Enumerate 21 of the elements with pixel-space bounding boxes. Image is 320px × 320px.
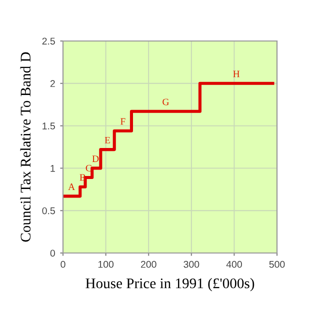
- x-tick-label: 200: [140, 260, 156, 268]
- y-tick-label: 1.5: [42, 122, 55, 130]
- x-tick-label: 100: [98, 260, 114, 268]
- y-tick-label: 0: [50, 250, 55, 257]
- x-tick-label: 400: [226, 260, 242, 268]
- annotation: H: [233, 70, 240, 78]
- y-tick-label: 2: [50, 80, 55, 87]
- y-tick-label: 0.5: [42, 207, 55, 214]
- y-tick-label: 1: [50, 165, 55, 172]
- x-tick-label: 300: [184, 260, 200, 268]
- annotation: E: [104, 136, 110, 144]
- annotation: C: [86, 164, 92, 172]
- annotation: G: [162, 98, 169, 106]
- annotation: A: [68, 184, 75, 190]
- x-axis-title: House Price in 1991 (£'000s): [86, 278, 254, 292]
- x-tick-label: 0: [60, 260, 66, 268]
- x-tick-label: 500: [269, 260, 285, 268]
- annotation: F: [120, 118, 126, 125]
- y-tick-label: 2.5: [42, 38, 55, 45]
- y-axis-title: Council Tax Relative To Band D: [20, 52, 31, 242]
- annotation: D: [92, 156, 99, 162]
